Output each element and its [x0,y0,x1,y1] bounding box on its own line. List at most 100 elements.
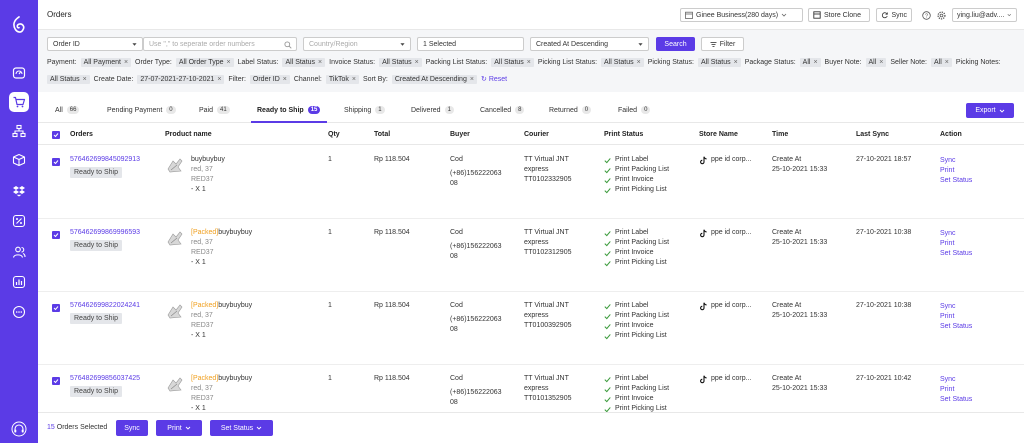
filter-chip[interactable]: All Status × [282,57,326,67]
row-checkbox[interactable] [52,158,60,166]
close-icon[interactable]: × [813,58,818,66]
row-checkbox[interactable] [52,304,60,312]
product-thumbnail[interactable] [165,155,185,175]
tab-failed[interactable]: Failed 0 [618,106,651,114]
action-set-status-link[interactable]: Set Status [940,396,973,403]
close-icon[interactable]: × [123,58,129,66]
users-icon[interactable] [9,242,29,262]
action-sync-link[interactable]: Sync [940,230,956,237]
action-sync-link[interactable]: Sync [940,376,956,383]
sort-select[interactable]: Created At Descending [530,37,649,51]
tab-delivered[interactable]: Delivered 1 [411,106,454,114]
chart-icon[interactable] [9,272,29,292]
filter-chip[interactable]: All Status × [491,57,534,67]
channel-selected-box[interactable]: 1 Selected [417,37,524,51]
headset-icon[interactable] [11,421,27,437]
product-name[interactable]: [Packed]buybuybuy [191,374,252,384]
tab-shipping[interactable]: Shipping 1 [344,106,385,114]
box-icon[interactable] [9,150,29,170]
close-icon[interactable]: × [636,58,641,66]
search-button[interactable]: Search [656,37,695,51]
action-print-link[interactable]: Print [940,167,955,174]
tab-returned[interactable]: Returned 0 [549,106,592,114]
close-icon[interactable]: × [469,75,474,83]
close-icon[interactable]: × [226,58,231,66]
filter-chip[interactable]: All Status × [379,57,422,67]
dashboard-icon[interactable] [9,63,29,83]
close-icon[interactable]: × [318,58,323,66]
product-thumbnail[interactable] [165,228,185,248]
chat-icon[interactable] [9,302,29,322]
store-selector[interactable]: Ginee Business(280 days) [680,8,803,22]
filter-chip[interactable]: All × [930,57,952,67]
order-id-link[interactable]: 576482699856037425 [70,375,141,382]
product-name[interactable]: [Packed]buybuybuy [191,228,252,238]
product-name[interactable]: buybuybuy [191,155,225,165]
order-search-input[interactable]: Use "," to seperate order numbers [143,37,297,51]
filter-chip[interactable]: All Status × [47,74,90,84]
close-icon[interactable]: × [217,75,222,83]
filter-button[interactable]: Filter [701,37,744,51]
close-icon[interactable]: × [282,75,287,83]
bulk-set-status-button[interactable]: Set Status [210,420,273,436]
user-menu[interactable]: ying.liu@adv.... [952,8,1017,22]
order-id-link[interactable]: 576462699869996593 [70,229,141,236]
sync-button[interactable]: Sync [876,8,912,22]
bulk-print-button[interactable]: Print [156,420,202,436]
store-clone-button[interactable]: Store Clone [808,8,870,22]
action-set-status-link[interactable]: Set Status [940,177,973,184]
table-row[interactable]: 576462699822024241 Ready to Ship [Packed]b… [38,292,1024,365]
action-set-status-link[interactable]: Set Status [940,250,973,257]
product-name[interactable]: [Packed]buybuybuy [191,301,252,311]
help-icon[interactable]: ? [920,9,932,21]
table-row[interactable]: 576462699869996593 Ready to Ship [Packed]b… [38,219,1024,292]
tab-all[interactable]: All 66 [55,106,80,114]
close-icon[interactable]: × [944,58,949,66]
filter-chip[interactable]: All × [799,57,821,67]
close-icon[interactable]: × [351,75,356,83]
product-thumbnail[interactable] [165,374,185,394]
select-all-checkbox[interactable] [52,131,60,139]
filter-chip[interactable]: All Payment × [80,57,132,67]
tab-ready-to-ship[interactable]: Ready to Ship 15 [257,106,321,114]
close-icon[interactable]: × [733,58,738,66]
filter-chip[interactable]: TikTok × [325,74,359,84]
row-checkbox[interactable] [52,377,60,385]
filter-chip[interactable]: Order ID × [249,74,290,84]
export-button[interactable]: Export [966,103,1014,118]
filter-chip[interactable]: All Status × [698,57,741,67]
action-print-link[interactable]: Print [940,313,955,320]
close-icon[interactable]: × [414,58,419,66]
reset-link[interactable]: ↻ Reset [481,75,507,84]
cart-icon[interactable] [9,92,29,112]
tab-cancelled[interactable]: Cancelled 8 [480,106,525,114]
action-sync-link[interactable]: Sync [940,157,956,164]
bulk-sync-button[interactable]: Sync [116,420,148,436]
search-type-select[interactable]: Order ID [47,37,143,51]
product-thumbnail[interactable] [165,301,185,321]
filter-chip[interactable]: All × [865,57,887,67]
close-icon[interactable]: × [82,75,87,83]
filter-chip[interactable]: All Order Type × [175,57,234,67]
filter-chip[interactable]: Created At Descending × [391,74,477,84]
close-icon[interactable]: × [526,58,531,66]
order-id-link[interactable]: 576462699822024241 [70,302,141,309]
table-row[interactable]: 576462699845092913 Ready to Ship buybuybuy… [38,146,1024,219]
tab-paid[interactable]: Paid 41 [199,106,230,114]
org-icon[interactable] [9,121,29,141]
tab-pending-payment[interactable]: Pending Payment 0 [107,106,176,114]
action-set-status-link[interactable]: Set Status [940,323,973,330]
action-sync-link[interactable]: Sync [940,303,956,310]
region-select[interactable]: Country/Region [303,37,411,51]
row-checkbox[interactable] [52,231,60,239]
dropbox-icon[interactable] [9,181,29,201]
percent-icon[interactable] [9,211,29,231]
filter-chip[interactable]: All Status × [601,57,644,67]
close-icon[interactable]: × [879,58,884,66]
logo-icon[interactable] [10,16,28,34]
settings-icon[interactable] [935,9,947,21]
order-id-link[interactable]: 576462699845092913 [70,156,141,163]
action-print-link[interactable]: Print [940,386,955,393]
action-print-link[interactable]: Print [940,240,955,247]
filter-chip[interactable]: 27-07-2021-27-10-2021 × [137,74,225,84]
